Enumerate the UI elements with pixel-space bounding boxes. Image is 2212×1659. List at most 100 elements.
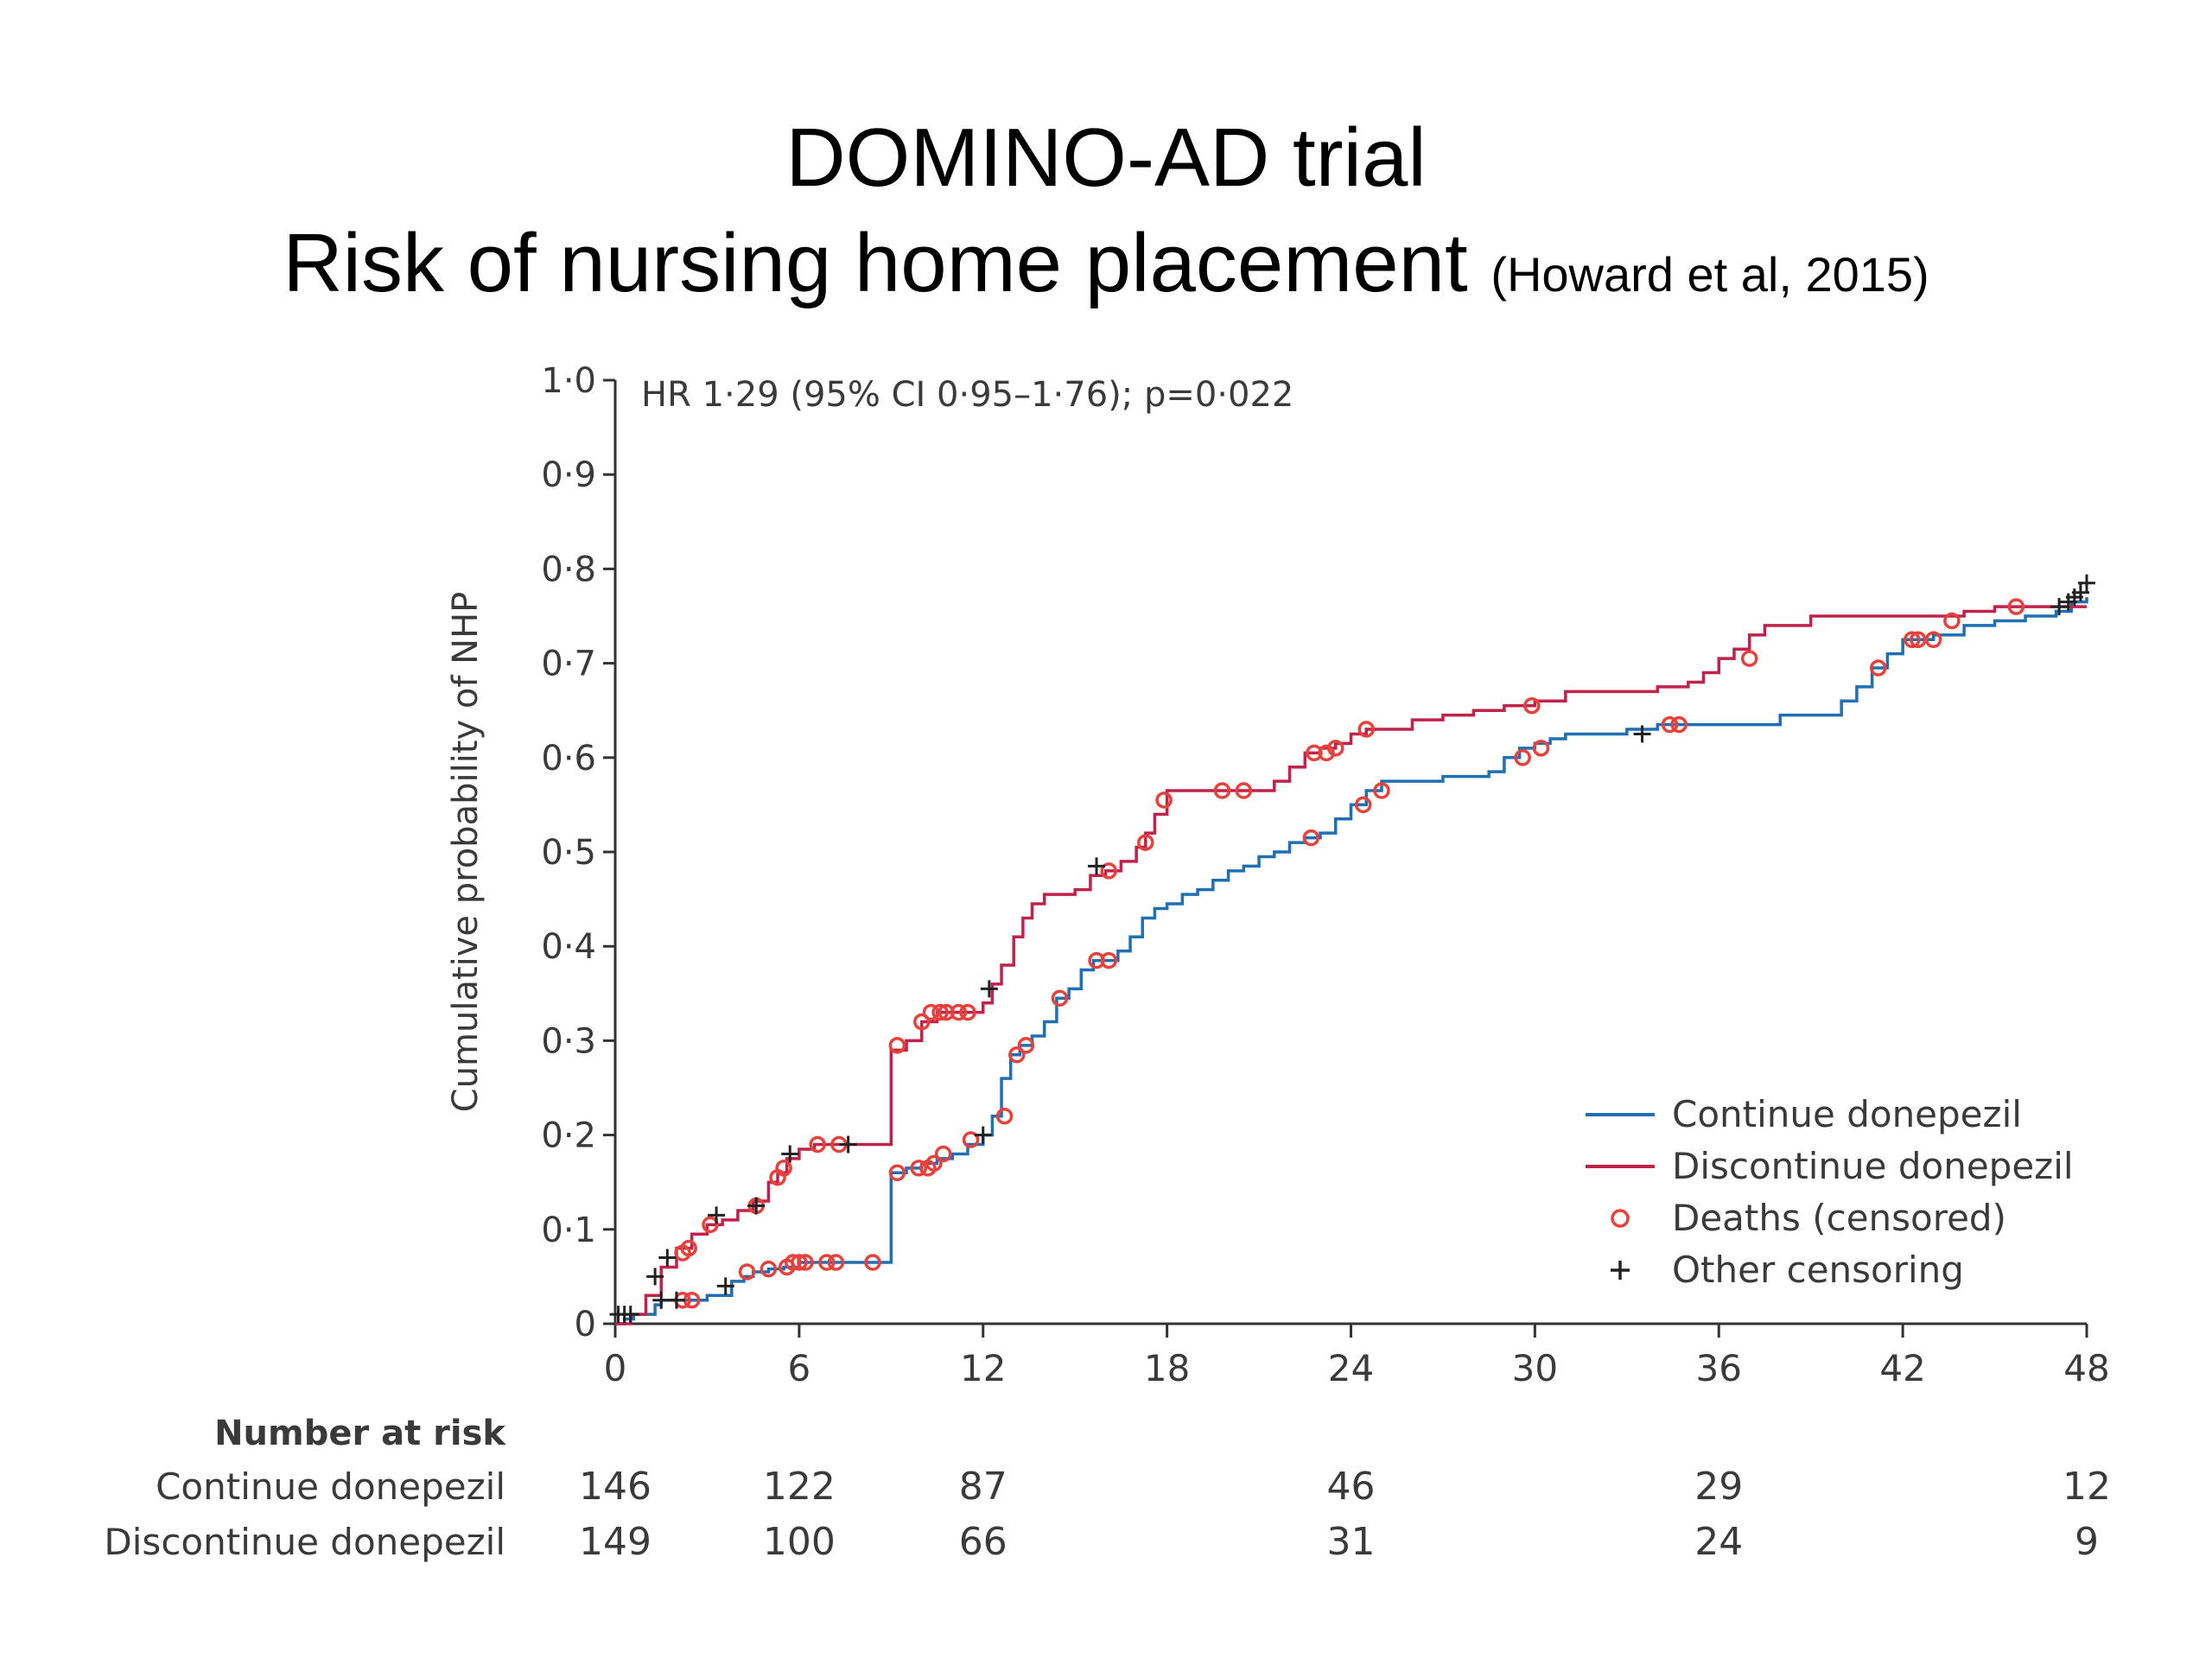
death-marker [1514,749,1531,766]
censor-plus-marker [781,1145,799,1163]
death-marker [1213,782,1231,799]
legend-label: Deaths (censored) [1672,1197,2006,1239]
death-marker [864,1254,881,1271]
legend-label: Other censoring [1672,1249,1964,1291]
death-marker [1008,1046,1026,1064]
y-tick-label: 0·7 [541,645,596,684]
legend-swatch-plus [1611,1261,1630,1280]
death-marker [797,1254,814,1271]
death-marker [1137,834,1154,851]
y-tick-label: 0·1 [541,1211,596,1250]
death-marker [938,1003,955,1021]
axes: 0 0·1 0·2 0·3 0·4 0·5 0·6 0·7 0·8 0·9 1·0 0 6 12 18 24 3… [541,361,2109,1389]
censor-plus-marker [667,1291,685,1309]
death-marker [913,1013,931,1031]
death-marker [934,1145,952,1163]
y-tick-label: 0 [575,1305,596,1344]
curves [615,597,2088,1325]
censor-plus-marker [974,1126,992,1144]
x-tick-label: 36 [1696,1347,1742,1389]
legend-label: Discontinue donepezil [1672,1145,2074,1187]
legend: Continue donepezil Discontinue donepezil D… [1586,1093,2074,1291]
death-marker [791,1254,808,1271]
x-tick-label: 18 [1144,1347,1190,1389]
censor-plus-marker [839,1135,857,1154]
death-marker [1306,744,1323,762]
death-marker [1354,796,1372,814]
death-marker [888,1037,906,1054]
censor-plus-marker [747,1197,766,1215]
x-tick-label: 30 [1512,1347,1558,1389]
subtitle-text: Risk of nursing home placement [283,217,1468,309]
series-0-line [615,597,2088,1325]
y-tick-label: 0·3 [541,1021,596,1061]
citation: (Howard et al, 2015) [1491,247,1929,302]
censor-plus-marker [2050,598,2069,616]
death-marker [818,1254,836,1271]
death-marker [1670,715,1688,734]
death-marker [1100,951,1117,969]
slide-subtitle: Risk of nursing home placement (Howard e… [0,216,2212,322]
y-tick-label: 0·2 [541,1116,596,1156]
risk-count: 9 [2075,1520,2099,1564]
risk-count: 146 [579,1465,652,1509]
death-marker [962,1131,980,1148]
death-marker [1357,721,1375,738]
legend-label: Continue donepezil [1672,1093,2022,1135]
risk-header: Number at risk [214,1414,506,1453]
censor-plus-marker [1088,857,1106,875]
death-marker [1327,740,1344,757]
death-marker [1532,740,1550,757]
hr-annotation: HR 1·29 (95% CI 0·95–1·76); p=0·022 [641,375,1294,415]
death-marker [1318,744,1335,762]
risk-count: 12 [2063,1465,2111,1509]
x-tick-label: 12 [960,1347,1006,1389]
death-marker [995,1108,1014,1125]
death-marker [809,1135,826,1154]
death-marker [931,1003,949,1021]
death-marker [760,1260,778,1278]
risk-count: 122 [763,1465,836,1509]
death-marker [1904,631,1921,649]
censor-plus-marker [646,1268,664,1286]
series-1-line [615,605,2087,1325]
death-marker [1017,1037,1035,1054]
death-marker [910,1160,927,1177]
death-marker [702,1216,719,1234]
death-marker [1373,782,1390,799]
y-tick-label: 0·8 [541,550,596,589]
death-marker [1943,612,1961,630]
censor-plus-marker [716,1277,734,1295]
y-tick-label: 1·0 [541,361,596,401]
x-tick-label: 24 [1328,1347,1374,1389]
death-marker [1661,715,1679,734]
death-marker [827,1254,845,1271]
death-marker [775,1160,792,1177]
legend-swatch-circle [1611,1209,1630,1228]
number-at-risk-table: Number at risk Continue donepezil 146 122 87… [104,1414,2111,1564]
censor-plus-marker [658,1249,677,1267]
censor-plus-marker [2071,583,2089,601]
x-tick-label: 6 [788,1347,811,1389]
risk-row-label: Continue donepezil [156,1465,505,1508]
censor-plus-marker [2078,574,2095,592]
death-marker [1235,782,1253,799]
slide-title: DOMINO-AD trial [785,111,1427,204]
y-tick-label: 0·9 [541,455,596,495]
risk-count: 87 [959,1465,1007,1509]
risk-count: 66 [959,1520,1007,1564]
death-marker [1924,631,1942,649]
death-marker [959,1003,976,1021]
risk-row-label: Discontinue donepezil [104,1521,505,1563]
death-marker [2007,598,2025,615]
y-tick-label: 0·6 [541,739,596,779]
x-tick-label: 0 [604,1347,627,1389]
y-tick-label: 0·5 [541,833,596,873]
death-marker [1088,951,1105,969]
x-tick-label: 48 [2063,1347,2109,1389]
x-tick-label: 42 [1879,1347,1925,1389]
censor-plus-marker [708,1206,726,1224]
risk-count: 149 [579,1520,652,1564]
risk-count: 46 [1327,1465,1376,1509]
